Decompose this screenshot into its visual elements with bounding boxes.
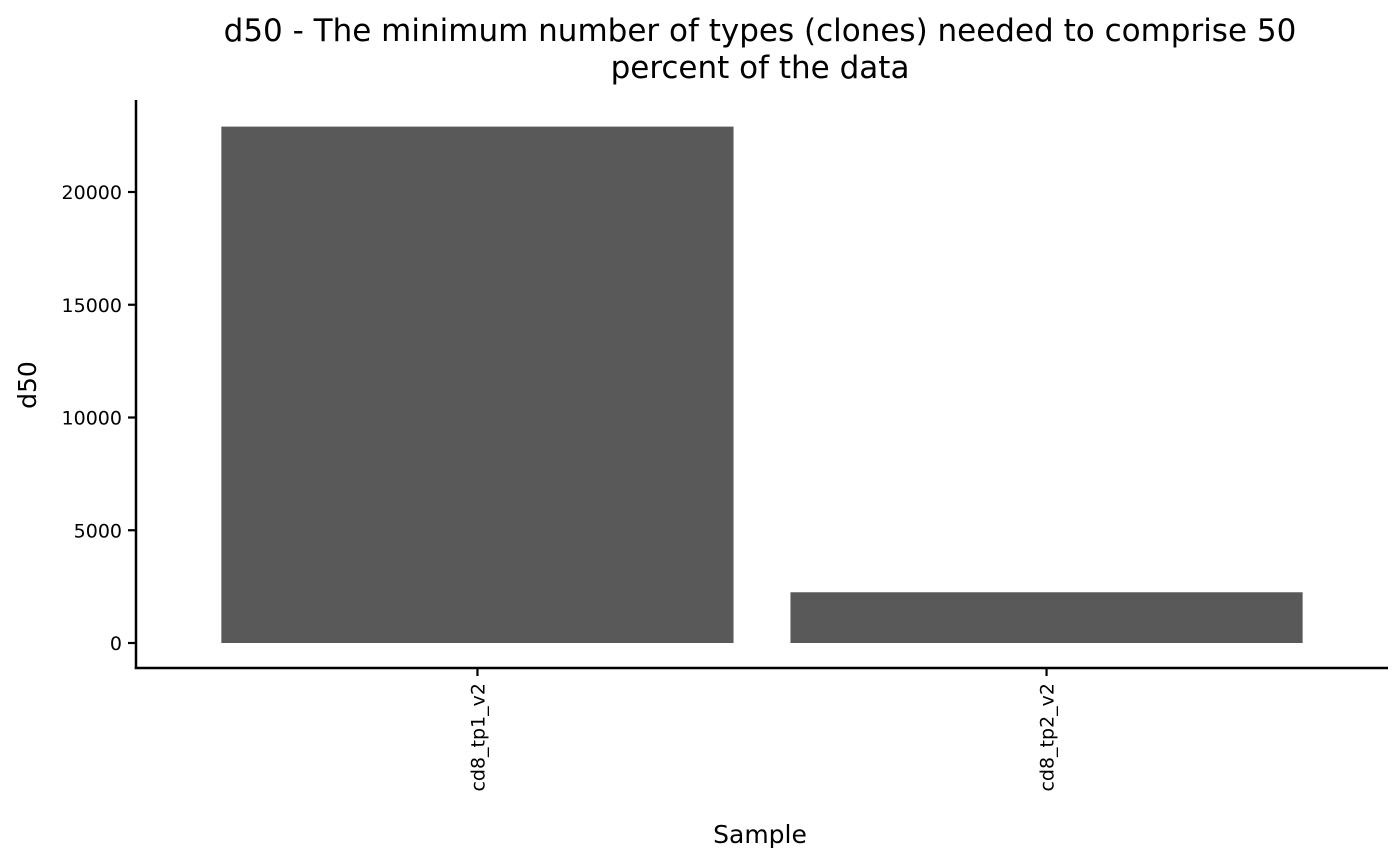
y-tick-label: 15000 [62,295,122,317]
x-tick-label: cd8_tp1_v2 [467,683,489,792]
x-axis-title: Sample [713,820,807,849]
y-axis-ticks: 0 5000 10000 15000 20000 [62,182,136,655]
bar-cd8_tp2_v2 [790,592,1303,643]
chart-title-line-1: d50 - The minimum number of types (clone… [224,13,1297,49]
chart-title-line-2: percent of the data [611,50,910,86]
y-tick-label: 10000 [62,408,122,430]
bar-cd8_tp1_v2 [221,126,734,644]
y-tick-label: 5000 [74,520,122,542]
y-tick-label: 20000 [62,182,122,204]
x-axis-ticks: cd8_tp1_v2 cd8_tp2_v2 [467,668,1059,792]
chart-title: d50 - The minimum number of types (clone… [224,13,1297,86]
x-tick-label: cd8_tp2_v2 [1037,683,1059,792]
y-axis-title: d50 [13,361,42,409]
bars-group [221,126,1303,644]
y-tick-label: 0 [110,633,122,655]
